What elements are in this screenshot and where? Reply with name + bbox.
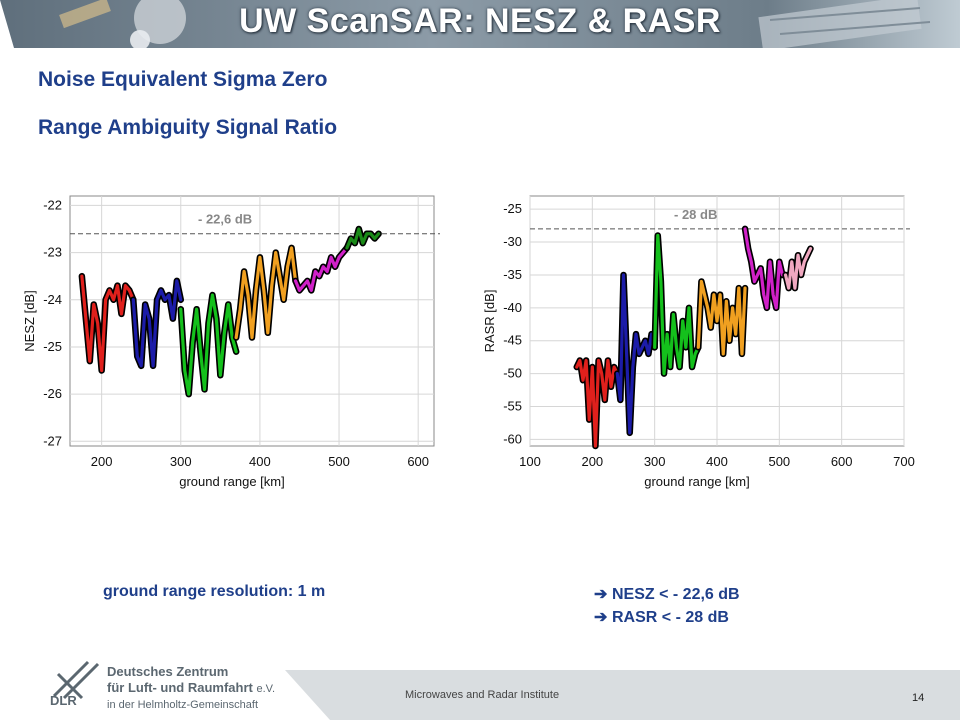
logo-line3: in der Helmholtz-Gemeinschaft — [107, 699, 259, 711]
logo-line1: Deutsches Zentrum — [107, 664, 229, 679]
series-line — [743, 227, 788, 310]
series-line — [80, 274, 135, 373]
y-tick-label: -40 — [503, 300, 522, 315]
y-tick-label: -24 — [43, 292, 62, 307]
y-tick-label: -26 — [43, 386, 62, 401]
x-tick-label: 600 — [407, 454, 429, 469]
series-line — [179, 293, 238, 396]
footer — [0, 640, 960, 720]
y-tick-label: -25 — [503, 201, 522, 216]
y-tick-label: -45 — [503, 333, 522, 348]
threshold-label: - 28 dB — [674, 207, 717, 222]
banner-background — [0, 0, 960, 48]
y-tick-label: -60 — [503, 431, 522, 446]
x-tick-label: 300 — [644, 454, 666, 469]
x-tick-label: 300 — [170, 454, 192, 469]
x-tick-label: 200 — [581, 454, 603, 469]
series-line — [575, 358, 619, 448]
y-tick-label: -30 — [503, 234, 522, 249]
threshold-label: - 22,6 dB — [198, 212, 252, 227]
y-tick-label: -22 — [43, 197, 62, 212]
series-line — [783, 247, 813, 290]
satellite-illustration — [59, 0, 931, 48]
x-tick-label: 100 — [519, 454, 541, 469]
x-tick-label: 500 — [768, 454, 790, 469]
y-tick-label: -27 — [43, 433, 62, 448]
result-bullets: ➔ NESZ < - 22,6 dB ➔ RASR < - 28 dB — [594, 583, 740, 629]
bullet-nesz: ➔ NESZ < - 22,6 dB — [594, 583, 740, 606]
bullet-nesz-text: NESZ < - 22,6 dB — [612, 586, 740, 603]
y-tick-label: -23 — [43, 245, 62, 260]
footer-institute: Microwaves and Radar Institute — [405, 689, 560, 701]
logo-line2: für Luft- und Raumfahrt e.V. — [107, 680, 275, 697]
x-tick-label: 500 — [328, 454, 350, 469]
right-arrow-icon: ➔ — [594, 586, 608, 603]
y-tick-label: -35 — [503, 267, 522, 282]
y-axis-label: NESZ [dB] — [22, 290, 37, 351]
title-banner: UW ScanSAR: NESZ & RASR — [0, 0, 960, 48]
x-axis-label: ground range [km] — [644, 474, 750, 489]
rasr-chart: 100 200 300 400 500 600 700 -25 -30 -35 -40 -45 -50 -… — [478, 186, 938, 496]
logo-text: Deutsches Zentrum für Luft- und Raumfahr… — [107, 664, 275, 713]
y-axis-label: RASR [dB] — [482, 290, 497, 353]
series-line — [615, 273, 657, 435]
heading-rasr: Range Ambiguity Signal Ratio — [38, 116, 338, 139]
y-tick-label: -50 — [503, 366, 522, 381]
x-tick-label: 600 — [831, 454, 853, 469]
x-tick-label: 400 — [249, 454, 271, 469]
series-line — [293, 246, 349, 292]
x-tick-label: 400 — [706, 454, 728, 469]
logo-abbr: DLR — [50, 693, 77, 708]
y-tick-label: -55 — [503, 399, 522, 414]
series-line — [131, 279, 183, 368]
nesz-plot: 200 300 400 500 600 -22 -23 -24 -25 -26 -27 ground … — [22, 195, 440, 489]
series-line — [234, 246, 298, 340]
resolution-caption: ground range resolution: 1 m — [103, 583, 326, 600]
x-tick-label: 700 — [893, 454, 915, 469]
dlr-logo-icon — [52, 660, 100, 700]
heading-nesz: Noise Equivalent Sigma Zero — [38, 68, 328, 91]
series-line — [345, 227, 381, 250]
footer-background — [285, 670, 960, 720]
series-line — [653, 233, 700, 376]
rasr-plot: 100 200 300 400 500 600 700 -25 -30 -35 -40 -45 -50 -… — [482, 195, 915, 489]
right-arrow-icon: ➔ — [594, 609, 608, 626]
bullet-rasr: ➔ RASR < - 28 dB — [594, 606, 740, 629]
logo-line2-suffix: e.V. — [256, 683, 276, 695]
series-line — [696, 279, 747, 356]
nesz-chart: 200 300 400 500 600 -22 -23 -24 -25 -26 -27 ground … — [18, 186, 478, 496]
slide-title: UW ScanSAR: NESZ & RASR — [239, 2, 721, 40]
logo-line2-text: für Luft- und Raumfahrt — [107, 680, 253, 695]
bullet-rasr-text: RASR < - 28 dB — [612, 609, 729, 626]
x-tick-label: 200 — [91, 454, 113, 469]
page-number: 14 — [912, 692, 925, 704]
x-axis-label: ground range [km] — [179, 474, 285, 489]
y-tick-label: -25 — [43, 339, 62, 354]
